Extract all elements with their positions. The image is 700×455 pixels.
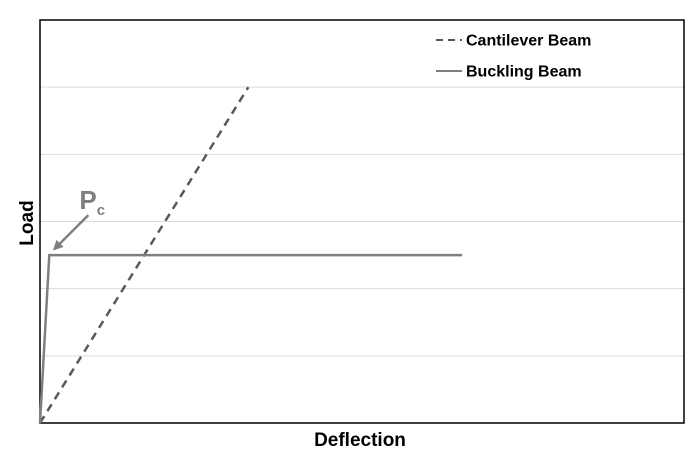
annotation-subscript-text: c [97,202,105,219]
legend-item-cantilever: Cantilever Beam [436,33,591,50]
plot-area-frame [39,19,685,424]
annotation-main-text: P [79,185,96,215]
annotation: Pc [52,185,105,251]
legend-label-cantilever: Cantilever Beam [466,33,591,50]
annotation-label: Pc [79,185,105,219]
legend-label-buckling: Buckling Beam [466,64,582,81]
annotation-arrow [52,214,90,251]
legend: Cantilever Beam Buckling Beam [436,33,591,81]
series-line-buckling [38,253,463,424]
series-layer [38,86,463,424]
legend-item-buckling: Buckling Beam [436,64,582,81]
y-axis-title: Load [17,200,38,245]
gridlines [40,86,684,357]
x-axis-title: Deflection [314,430,406,451]
